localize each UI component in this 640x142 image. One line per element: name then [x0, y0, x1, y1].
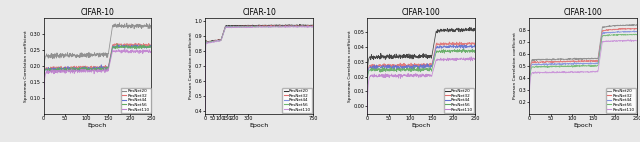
Y-axis label: Pearson Correlation coefficient: Pearson Correlation coefficient — [189, 32, 193, 99]
Title: CIFAR-10: CIFAR-10 — [243, 8, 276, 17]
Legend: ResNet20, ResNet32, ResNet44, ResNet56, ResNet110: ResNet20, ResNet32, ResNet44, ResNet56, … — [120, 88, 150, 113]
X-axis label: Epoch: Epoch — [250, 123, 269, 128]
Y-axis label: Spearman Correlation coefficient: Spearman Correlation coefficient — [24, 30, 28, 102]
X-axis label: Epoch: Epoch — [573, 123, 593, 128]
Y-axis label: Spearman Correlation coefficient: Spearman Correlation coefficient — [348, 30, 352, 102]
Legend: ResNet20, ResNet32, ResNet44, ResNet56, ResNet110: ResNet20, ResNet32, ResNet44, ResNet56, … — [606, 88, 636, 113]
Legend: ResNet20, ResNet32, ResNet44, ResNet56, ResNet110: ResNet20, ResNet32, ResNet44, ResNet56, … — [444, 88, 474, 113]
X-axis label: Epoch: Epoch — [412, 123, 431, 128]
Legend: ResNet20, ResNet32, ResNet44, ResNet56, ResNet110: ResNet20, ResNet32, ResNet44, ResNet56, … — [282, 88, 312, 113]
Y-axis label: Pearson Correlation coefficient: Pearson Correlation coefficient — [513, 32, 517, 99]
Title: CIFAR-10: CIFAR-10 — [81, 8, 115, 17]
X-axis label: Epoch: Epoch — [88, 123, 107, 128]
Title: CIFAR-100: CIFAR-100 — [402, 8, 440, 17]
Title: CIFAR-100: CIFAR-100 — [563, 8, 602, 17]
